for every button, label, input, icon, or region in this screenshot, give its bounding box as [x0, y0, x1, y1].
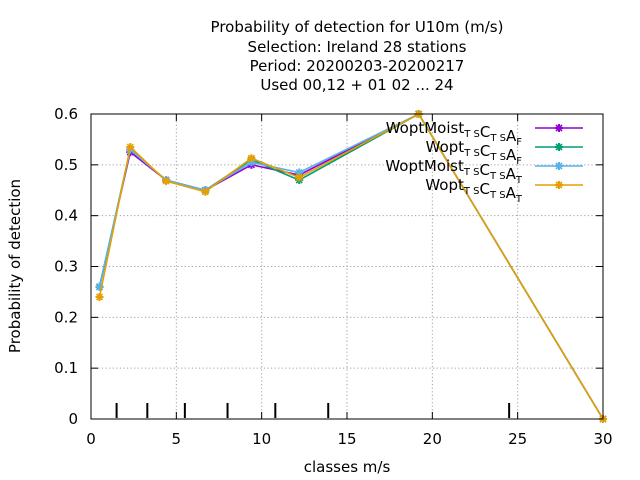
title-line-4: Used 00,12 + 01 02 ... 24	[260, 76, 453, 94]
legend-item: WoptT SCT SAF	[426, 138, 583, 167]
series-line	[98, 112, 604, 420]
x-tick-label: 15	[337, 430, 356, 448]
data-point	[126, 143, 135, 152]
legend-item: WoptT SCT SAT	[425, 176, 583, 205]
x-tick-label: 20	[423, 430, 442, 448]
title-line-2: Selection: Ireland 28 stations	[248, 38, 467, 56]
legend-label: WoptMoistT SCT SAF	[386, 119, 523, 148]
legend-label: WoptT SCT SAT	[425, 176, 523, 205]
data-point	[95, 293, 104, 301]
title-line-1: Probability of detection for U10m (m/s)	[211, 18, 504, 36]
legend-marker	[555, 124, 563, 132]
data-point	[162, 177, 171, 186]
y-tick-label: 0.6	[54, 105, 78, 123]
y-tick-label: 0.3	[54, 258, 78, 276]
y-tick-label: 0.2	[54, 308, 78, 326]
tick-labels: 0 5 10 15 20 25 30 0 0.1 0.2 0.3 0.4 0.5 0.6	[54, 105, 612, 448]
title-line-3: Period: 20200203-20200217	[250, 57, 465, 75]
y-tick-label: 0.4	[54, 207, 78, 225]
legend-label: WoptT SCT SAF	[426, 138, 523, 167]
data-point	[295, 173, 304, 182]
legend-label: WoptMoistT SCT SAT	[385, 157, 523, 186]
x-tick-label: 5	[172, 430, 182, 448]
y-tick-label: 0	[68, 410, 78, 428]
x-axis-label: classes m/s	[304, 458, 391, 476]
chart-title: Probability of detection for U10m (m/s) …	[211, 18, 504, 94]
x-tick-label: 25	[508, 430, 527, 448]
data-point	[247, 154, 256, 163]
class-boundary-ticks	[115, 403, 511, 418]
x-tick-label: 10	[252, 430, 271, 448]
legend-item: WoptMoistT SCT SAT	[385, 157, 583, 186]
legend-marker	[555, 181, 563, 189]
legend-marker	[555, 162, 563, 170]
y-tick-label: 0.5	[54, 156, 78, 174]
legend-marker	[555, 143, 563, 151]
y-tick-label: 0.1	[54, 359, 78, 377]
legend-item: WoptMoistT SCT SAF	[386, 119, 583, 148]
y-axis-label: Probability of detection	[6, 179, 24, 353]
axis-ticks	[90, 113, 604, 420]
x-tick-label: 30	[593, 430, 612, 448]
x-tick-label: 0	[86, 430, 96, 448]
data-point	[201, 187, 210, 196]
grid-lines	[91, 114, 603, 419]
